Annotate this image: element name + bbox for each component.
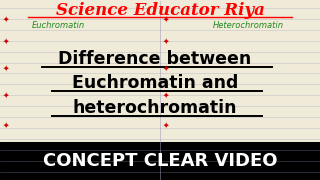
Text: ✦: ✦ (163, 121, 169, 130)
Text: heterochromatin: heterochromatin (73, 99, 237, 117)
FancyBboxPatch shape (0, 142, 320, 180)
Text: Euchromatin: Euchromatin (31, 21, 84, 30)
Text: ✦: ✦ (3, 121, 9, 130)
Text: Heterochromatin: Heterochromatin (212, 21, 284, 30)
Text: Difference between: Difference between (58, 50, 252, 68)
Text: ✦: ✦ (3, 64, 9, 73)
Text: ✦: ✦ (3, 14, 9, 23)
Text: ✦: ✦ (3, 36, 9, 45)
Text: CONCEPT CLEAR VIDEO: CONCEPT CLEAR VIDEO (43, 152, 277, 170)
Text: Euchromatin and: Euchromatin and (72, 75, 238, 93)
Text: ✦: ✦ (163, 91, 169, 100)
Text: ✦: ✦ (3, 91, 9, 100)
Text: ✦: ✦ (163, 36, 169, 45)
Text: ✦: ✦ (163, 64, 169, 73)
Text: ✦: ✦ (163, 14, 169, 23)
Text: Science Educator Riya: Science Educator Riya (56, 2, 264, 19)
